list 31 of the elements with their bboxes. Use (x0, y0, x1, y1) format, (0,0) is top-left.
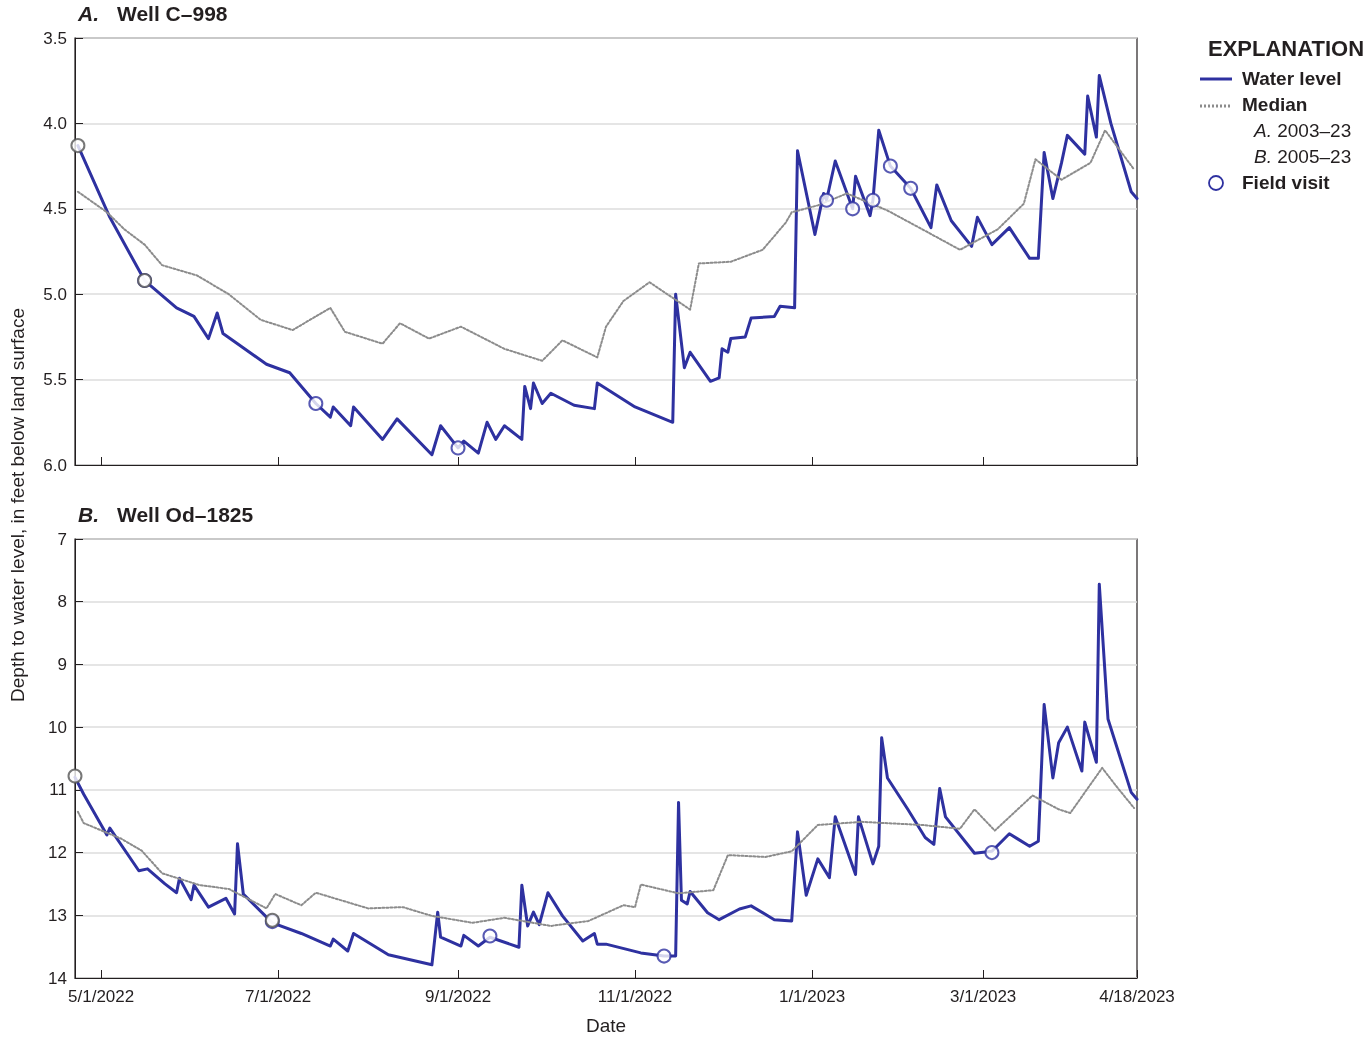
y-tick-label: 7 (57, 529, 67, 549)
legend-label: Field visit (1242, 172, 1330, 194)
x-tick-label: 1/1/2023 (778, 987, 846, 1006)
x-tick-label: 7/1/2022 (245, 987, 312, 1006)
x-tick-label: 3/1/2023 (950, 987, 1017, 1006)
y-tick-label: 5.0 (43, 284, 67, 304)
y-tick-label: 13 (48, 905, 67, 925)
x-tick-label: 11/1/2022 (597, 987, 673, 1006)
y-tick-label: 3.5 (43, 28, 67, 48)
legend-label: Water level (1242, 68, 1342, 90)
chart-title: B. Well Od–1825 (78, 503, 254, 527)
y-tick-label: 14 (48, 968, 67, 988)
x-tick-label: 4/18/2023 (1099, 987, 1175, 1006)
text: A. 2003–23 (1254, 120, 1352, 142)
y-axis-title: Depth to water level, in feet below land surface (7, 308, 29, 702)
y-tick-label: 12 (48, 843, 67, 863)
x-tick-label: 9/1/2022 (424, 987, 492, 1006)
y-tick-label: 11 (49, 780, 67, 800)
legend-label: Median (1242, 94, 1309, 116)
chart-title: A. Well C–998 (78, 2, 228, 26)
legend-title: EXPLANATION (1208, 36, 1365, 62)
y-tick-label: 9 (57, 654, 67, 674)
y-tick-label: 6.0 (43, 455, 67, 475)
text: B. 2005–23 (1254, 146, 1352, 168)
y-tick-label: 4.0 (43, 113, 67, 133)
y-tick-label: 5.5 (43, 370, 67, 390)
x-axis-title: Date (585, 1015, 627, 1036)
y-tick-label: 10 (48, 717, 67, 737)
x-tick-label: 5/1/2022 (68, 987, 135, 1006)
y-tick-label: 4.5 (43, 199, 67, 219)
y-tick-label: 8 (57, 592, 67, 612)
